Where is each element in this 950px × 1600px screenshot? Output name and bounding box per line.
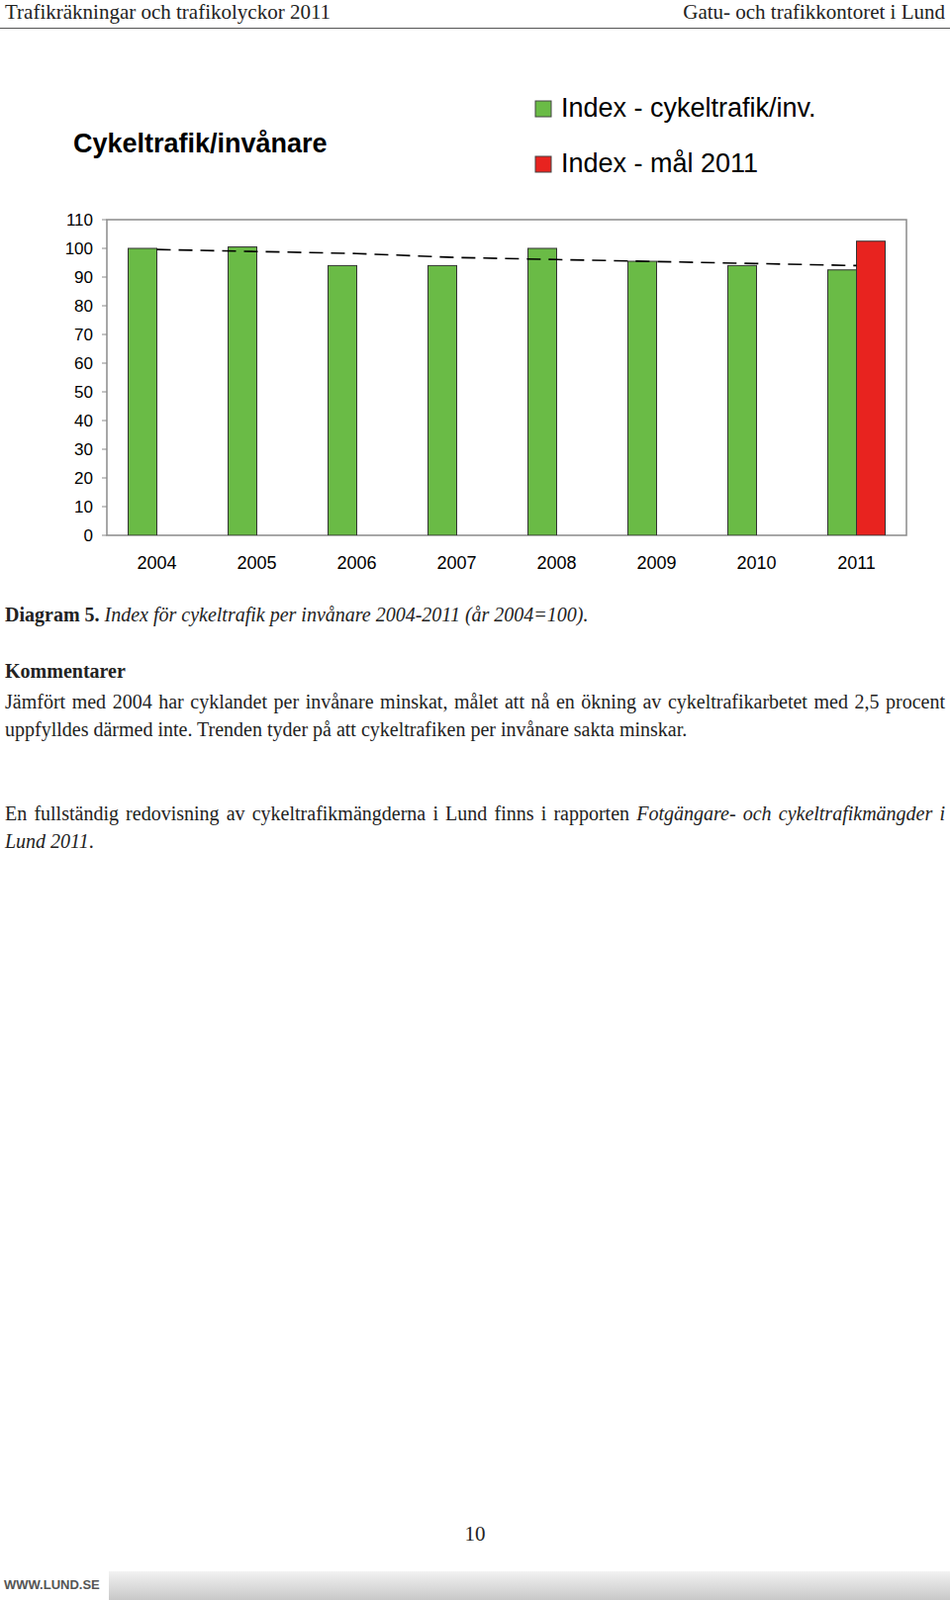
caption-text: Index för cykeltrafik per invånare 2004-… bbox=[104, 603, 589, 626]
x-tick-label: 2011 bbox=[837, 553, 876, 573]
footer-url: WWW.LUND.SE bbox=[3, 1577, 100, 1593]
y-tick-label: 110 bbox=[66, 210, 94, 230]
y-tick-label: 10 bbox=[74, 497, 94, 517]
page-number: 10 bbox=[0, 1521, 950, 1547]
header-left: Trafikräkningar och trafikolyckor 2011 bbox=[4, 0, 331, 25]
y-tick bbox=[101, 219, 107, 221]
y-tick-label: 20 bbox=[74, 469, 94, 488]
paragraph: Jämfört med 2004 har cyklandet per invån… bbox=[4, 687, 946, 744]
legend-swatch bbox=[535, 156, 552, 173]
y-tick bbox=[101, 305, 107, 307]
y-tick bbox=[101, 334, 107, 336]
y-tick-label: 30 bbox=[74, 440, 94, 460]
y-tick-label: 100 bbox=[65, 239, 94, 259]
legend-label: Index - cykeltrafik/inv. bbox=[561, 93, 817, 123]
header-rule bbox=[0, 27, 950, 29]
x-tick-label: 2005 bbox=[236, 553, 277, 573]
y-tick bbox=[101, 449, 107, 451]
bar bbox=[128, 248, 158, 536]
trend-line bbox=[157, 249, 857, 266]
footer-band bbox=[108, 1571, 950, 1600]
bar bbox=[328, 265, 358, 536]
header-right: Gatu- och trafikkontoret i Lund bbox=[682, 0, 946, 25]
y-tick-label: 80 bbox=[74, 296, 94, 316]
bar bbox=[856, 241, 886, 536]
y-tick bbox=[101, 506, 107, 508]
y-tick bbox=[101, 248, 107, 250]
x-tick-label: 2010 bbox=[736, 553, 776, 573]
paragraph-end: . bbox=[89, 830, 95, 853]
plot-frame bbox=[106, 219, 907, 536]
y-tick-label: 40 bbox=[74, 411, 94, 431]
y-tick-label: 60 bbox=[74, 354, 94, 374]
paragraph: En fullständig redovisning av cykeltrafi… bbox=[4, 799, 946, 855]
legend-label: Index - mål 2011 bbox=[561, 148, 759, 179]
bar bbox=[628, 261, 658, 536]
chart: Cykeltrafik/invånare Index - cykeltrafik/… bbox=[0, 0, 950, 594]
y-tick-label: 50 bbox=[74, 382, 94, 402]
y-tick bbox=[101, 277, 107, 279]
x-tick-label: 2008 bbox=[536, 553, 576, 573]
y-tick-label: 0 bbox=[84, 526, 94, 546]
bar bbox=[728, 265, 758, 536]
y-tick bbox=[101, 420, 107, 422]
legend-swatch bbox=[535, 100, 552, 117]
y-tick bbox=[101, 391, 107, 393]
chart-title: Cykeltrafik/invånare bbox=[73, 128, 328, 159]
x-tick-label: 2006 bbox=[336, 553, 377, 573]
paragraph-text: En fullständig redovisning av cykeltrafi… bbox=[4, 802, 637, 825]
x-tick-label: 2009 bbox=[636, 553, 676, 573]
bar bbox=[228, 247, 258, 536]
bar bbox=[428, 265, 458, 536]
caption-label: Diagram 5. bbox=[4, 603, 100, 626]
marks bbox=[128, 241, 886, 536]
x-tick-label: 2007 bbox=[436, 553, 476, 573]
y-tick-label: 70 bbox=[74, 325, 94, 345]
y-tick bbox=[101, 477, 107, 479]
y-tick-label: 90 bbox=[74, 268, 94, 287]
bar bbox=[828, 270, 857, 536]
y-tick bbox=[101, 535, 107, 537]
bar bbox=[528, 248, 558, 536]
y-tick bbox=[101, 363, 107, 365]
comments-heading: Kommentarer bbox=[4, 660, 126, 683]
caption: Diagram 5. Index för cykeltrafik per inv… bbox=[4, 603, 588, 627]
x-tick-label: 2004 bbox=[136, 553, 177, 573]
